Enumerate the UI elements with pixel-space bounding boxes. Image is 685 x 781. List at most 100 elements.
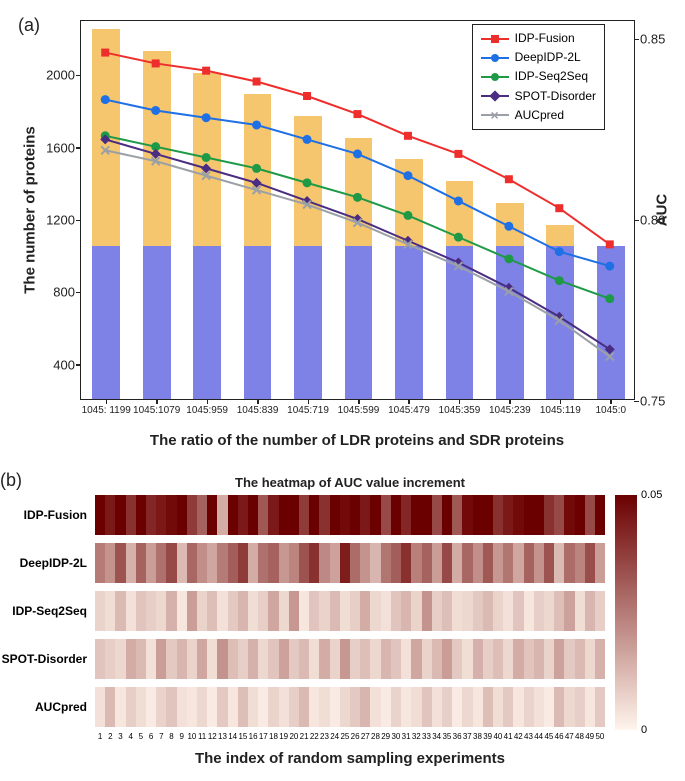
heatmap-cell xyxy=(524,687,534,727)
series-marker xyxy=(505,175,513,183)
heatmap-cell xyxy=(442,687,452,727)
legend-label: IDP-Fusion xyxy=(515,29,575,48)
heatmap-cell xyxy=(248,591,258,631)
heatmap-xtick: 24 xyxy=(330,732,339,741)
heatmap-cell xyxy=(442,639,452,679)
heatmap-xtick: 21 xyxy=(300,732,309,741)
heatmap-xtick: 39 xyxy=(483,732,492,741)
heatmap-cell xyxy=(95,591,105,631)
heatmap-cell xyxy=(473,495,483,535)
heatmap-cell xyxy=(177,639,187,679)
heatmap-cell xyxy=(585,639,595,679)
heatmap-cell xyxy=(401,543,411,583)
heatmap-cell xyxy=(360,687,370,727)
heatmap-cell xyxy=(534,543,544,583)
heatmap-cell xyxy=(401,591,411,631)
heatmap-cell xyxy=(422,639,432,679)
series-line xyxy=(105,139,610,349)
heatmap-cell xyxy=(524,495,534,535)
heatmap-cell xyxy=(187,543,197,583)
heatmap-xtick: 1 xyxy=(98,732,102,741)
heatmap-cell xyxy=(554,495,564,535)
legend-row: DeepIDP-2L xyxy=(481,48,596,67)
heatmap-xtick: 47 xyxy=(565,732,574,741)
heatmap-cell xyxy=(340,687,350,727)
heatmap-cell xyxy=(187,639,197,679)
heatmap-xtick: 9 xyxy=(179,732,183,741)
heatmap-cell xyxy=(207,495,217,535)
heatmap-cell xyxy=(299,639,309,679)
heatmap-cell xyxy=(115,639,125,679)
heatmap-cell xyxy=(554,591,564,631)
heatmap-cell xyxy=(432,543,442,583)
heatmap-cell xyxy=(105,591,115,631)
heatmap-cell xyxy=(238,495,248,535)
heatmap-cell xyxy=(177,543,187,583)
heatmap-cell xyxy=(166,687,176,727)
heatmap-cell xyxy=(156,591,166,631)
heatmap-ylabel: AUCpred xyxy=(0,700,87,714)
heatmap-cell xyxy=(401,639,411,679)
heatmap-cell xyxy=(462,591,472,631)
heatmap-cell xyxy=(462,687,472,727)
heatmap-cell xyxy=(289,687,299,727)
heatmap-cell xyxy=(575,639,585,679)
heatmap-cell xyxy=(115,591,125,631)
heatmap-cell xyxy=(503,639,513,679)
heatmap-cell xyxy=(95,687,105,727)
heatmap-xtick: 15 xyxy=(238,732,247,741)
heatmap-cell xyxy=(452,591,462,631)
heatmap-cell xyxy=(513,591,523,631)
heatmap-cell xyxy=(309,591,319,631)
heatmap-cell xyxy=(493,543,503,583)
heatmap-cell xyxy=(217,591,227,631)
heatmap-cell xyxy=(452,639,462,679)
heatmap-cell xyxy=(319,543,329,583)
heatmap-cell xyxy=(319,639,329,679)
heatmap-cell xyxy=(432,495,442,535)
heatmap-xtick: 6 xyxy=(149,732,153,741)
heatmap-cell xyxy=(524,639,534,679)
heatmap-xtick: 8 xyxy=(169,732,173,741)
heatmap-cell xyxy=(279,495,289,535)
heatmap-cell xyxy=(279,591,289,631)
heatmap-cell xyxy=(156,543,166,583)
heatmap-cell xyxy=(177,495,187,535)
heatmap-xtick: 4 xyxy=(128,732,132,741)
series-marker xyxy=(152,59,160,67)
heatmap-cell xyxy=(136,543,146,583)
series-marker xyxy=(403,211,412,220)
heatmap-xtick: 48 xyxy=(575,732,584,741)
heatmap-cell xyxy=(473,591,483,631)
heatmap-cell xyxy=(136,639,146,679)
heatmap-cell xyxy=(595,687,605,727)
heatmap-cell xyxy=(564,639,574,679)
heatmap-cell xyxy=(197,687,207,727)
heatmap-cell xyxy=(564,543,574,583)
legend-label: DeepIDP-2L xyxy=(515,48,581,67)
heatmap-xtick: 22 xyxy=(310,732,319,741)
heatmap-xtick: 31 xyxy=(402,732,411,741)
heatmap-xtick: 37 xyxy=(463,732,472,741)
heatmap-cell xyxy=(309,543,319,583)
heatmap-cell xyxy=(207,687,217,727)
heatmap-cell xyxy=(146,591,156,631)
heatmap-row xyxy=(95,543,605,583)
chart-a-ytick-left: 800 xyxy=(35,285,75,300)
heatmap-cell xyxy=(370,639,380,679)
heatmap-cell xyxy=(268,591,278,631)
heatmap-xtick: 26 xyxy=(351,732,360,741)
series-marker xyxy=(606,240,614,248)
heatmap-cell xyxy=(146,639,156,679)
heatmap-cell xyxy=(177,591,187,631)
heatmap-xtick: 2 xyxy=(108,732,112,741)
heatmap-cell xyxy=(319,591,329,631)
heatmap-xtick: 33 xyxy=(422,732,431,741)
heatmap-cell xyxy=(268,543,278,583)
heatmap-cell xyxy=(228,591,238,631)
chart-a-xtick: 1045:839 xyxy=(237,405,279,416)
heatmap-cell xyxy=(585,543,595,583)
legend-row: ×AUCpred xyxy=(481,106,596,125)
heatmap-cell xyxy=(279,639,289,679)
heatmap-cell xyxy=(105,495,115,535)
